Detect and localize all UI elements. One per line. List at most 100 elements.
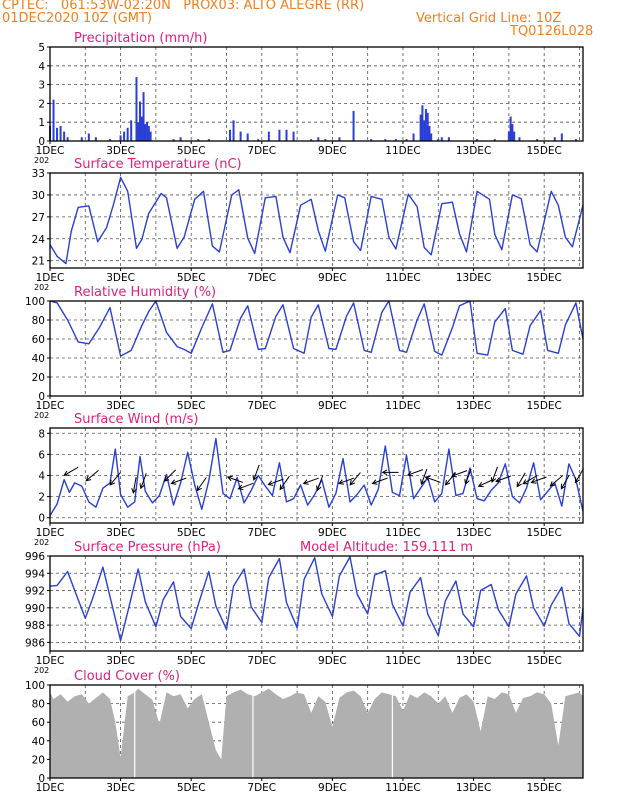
precip-bar [144, 124, 147, 141]
x-tick-label: 9DEC [318, 145, 347, 157]
precip-bar [87, 133, 90, 141]
y-tick-label: 24 [32, 234, 46, 246]
y-tick-label: 2 [38, 492, 45, 504]
year-stub-label: 202 [34, 538, 49, 547]
wind-arrow-head [530, 478, 537, 484]
panel-title: Surface Pressure (hPa) [74, 540, 221, 555]
x-tick-label: 1DEC [36, 782, 65, 794]
x-tick-label: 5DEC [177, 782, 206, 794]
precip-bar [285, 129, 288, 141]
precip-bar [476, 139, 479, 141]
precip-bar [246, 133, 249, 141]
wind-arrow-shaft [303, 477, 319, 484]
series-line [49, 556, 584, 642]
wind-arrow-shaft [338, 477, 355, 484]
precip-bar [518, 137, 521, 141]
wind-arrow-head [170, 479, 177, 485]
wind-arrow-shaft [196, 477, 207, 491]
precip-bar [560, 133, 563, 141]
y-tick-label: 4 [38, 471, 45, 483]
wind-arrow-shaft [445, 472, 457, 486]
precip-bar [149, 131, 152, 141]
wind-arrow-head [316, 485, 322, 492]
y-tick-label: 8 [38, 428, 45, 440]
cloud-cover-area [50, 688, 583, 778]
x-tick-label: 1DEC [36, 527, 65, 539]
y-tick-label: 21 [32, 256, 45, 268]
panel-title: Relative Humidity (%) [74, 285, 216, 300]
y-tick-label: 990 [25, 603, 45, 615]
y-tick-label: 40 [32, 353, 45, 365]
precip-bar [197, 139, 200, 141]
x-tick-label: 11DEC [385, 782, 420, 794]
x-tick-label: 3DEC [106, 782, 135, 794]
precip-bar [94, 137, 97, 141]
wind-arrow-head [549, 481, 556, 487]
x-tick-label: 13DEC [456, 272, 491, 284]
panel-frame [49, 684, 584, 779]
panel-title: Surface Wind (m/s) [74, 412, 198, 427]
precip-bar [437, 139, 440, 141]
header-date: 01DEC2020 10Z (GMT) [2, 11, 153, 26]
precip-bar [536, 139, 539, 141]
wind-arrow-head [490, 476, 497, 483]
wind-arrow-shaft [420, 468, 428, 485]
wind-arrow-head [349, 479, 356, 486]
precip-bar [130, 120, 133, 141]
wind-arrow-shaft [316, 475, 324, 491]
precip-bar [574, 139, 577, 141]
y-tick-label: 988 [25, 620, 45, 632]
precip-bar [509, 116, 512, 141]
precip-bar [421, 105, 424, 141]
precip-bar [278, 129, 281, 141]
x-tick-label: 11DEC [385, 145, 420, 157]
x-tick-label: 5DEC [177, 400, 206, 412]
panel-frame [49, 46, 584, 142]
wind-arrow-head [226, 475, 233, 482]
wind-arrow-shaft [522, 475, 538, 485]
y-tick-label: 2 [38, 98, 45, 110]
y-tick-label: 996 [25, 551, 45, 563]
y-tick-label: 0 [38, 513, 45, 525]
year-stub-label: 202 [34, 156, 49, 165]
precip-bar [412, 133, 415, 141]
wind-arrow-shaft [425, 476, 441, 483]
precip-bar [394, 139, 397, 141]
wind-arrow-head [139, 483, 145, 490]
wind-arrow-head [267, 480, 274, 486]
wind-arrow-shaft [478, 479, 494, 487]
precip-bar [66, 137, 69, 141]
wind-arrow-shaft [550, 475, 563, 487]
wind-arrow-shaft [64, 466, 79, 476]
wind-arrow-shaft [495, 475, 512, 482]
x-tick-label: 13DEC [456, 145, 491, 157]
wind-arrow-head [252, 474, 258, 481]
wind-arrow-head [131, 487, 137, 494]
y-tick-label: 0 [38, 136, 45, 148]
panel-frame [49, 172, 584, 269]
wind-arrow-shaft [491, 466, 498, 483]
wind-arrow-shaft [279, 476, 290, 490]
wind-arrow-head [477, 481, 484, 488]
precip-bar [80, 137, 83, 141]
y-tick-label: 60 [32, 717, 45, 729]
wind-arrow-shaft [407, 469, 424, 476]
x-tick-label: 13DEC [456, 527, 491, 539]
wind-arrow-head [237, 484, 244, 491]
precip-bar [267, 131, 270, 141]
precip-bar [292, 131, 295, 141]
x-tick-label: 9DEC [318, 400, 347, 412]
precip-bar [123, 131, 126, 141]
precip-bar [423, 120, 426, 141]
wind-arrow-shaft [85, 469, 99, 482]
precip-bar [507, 131, 510, 141]
precip-bar [553, 137, 556, 141]
x-tick-label: 7DEC [247, 145, 276, 157]
wind-arrow-shaft [140, 473, 147, 489]
precip-bar [370, 139, 373, 141]
precip-bar [493, 139, 496, 141]
wind-arrow-head [450, 472, 457, 478]
y-tick-label: 1 [38, 117, 45, 129]
precip-bar [137, 122, 140, 141]
precip-bar [147, 125, 150, 141]
